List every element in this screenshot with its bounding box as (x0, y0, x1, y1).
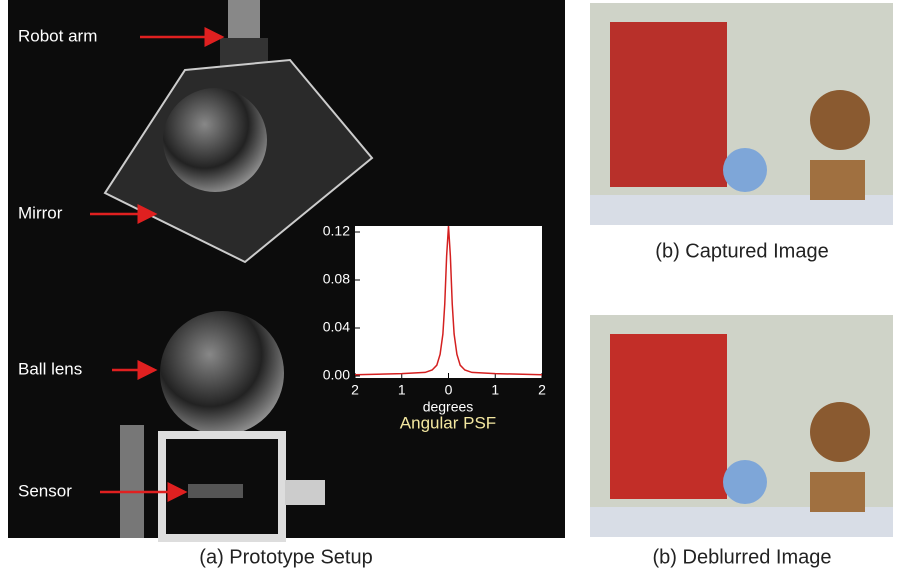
poster (610, 334, 727, 499)
caption: (a) Prototype Setup (199, 546, 372, 568)
y-tick-label: 0.00 (323, 367, 350, 383)
toy (723, 460, 767, 504)
toy (810, 160, 865, 200)
sensor (188, 484, 243, 498)
x-tick-label: 2 (538, 382, 546, 398)
poster (610, 22, 727, 187)
post (120, 425, 144, 538)
x-axis-label: degrees (423, 399, 474, 415)
y-tick-label: 0.04 (323, 319, 350, 335)
caption: (b) Captured Image (655, 240, 828, 262)
label: Sensor (18, 481, 72, 500)
mirror-ball (163, 88, 267, 192)
robot-arm (228, 0, 260, 40)
deblurred-photo (590, 315, 893, 537)
toy (723, 148, 767, 192)
toy (810, 90, 870, 150)
label: Mirror (18, 203, 63, 222)
plot-area (355, 226, 542, 378)
x-tick-label: 1 (398, 382, 406, 398)
chart-title: Angular PSF (400, 413, 496, 432)
figure: Robot arm Mirror Ball lens Sensor degree… (0, 0, 905, 577)
label: Ball lens (18, 359, 82, 378)
sensor-mount (285, 480, 325, 505)
toy (810, 472, 865, 512)
toy (810, 402, 870, 462)
label: Robot arm (18, 26, 97, 45)
x-tick-label: 2 (351, 382, 359, 398)
x-tick-label: 0 (445, 382, 453, 398)
x-tick-label: 1 (491, 382, 499, 398)
captured-photo (590, 3, 893, 225)
y-tick-label: 0.08 (323, 271, 350, 287)
y-tick-label: 0.12 (323, 223, 350, 239)
caption: (b) Deblurred Image (653, 546, 832, 568)
ball-lens (160, 311, 284, 435)
